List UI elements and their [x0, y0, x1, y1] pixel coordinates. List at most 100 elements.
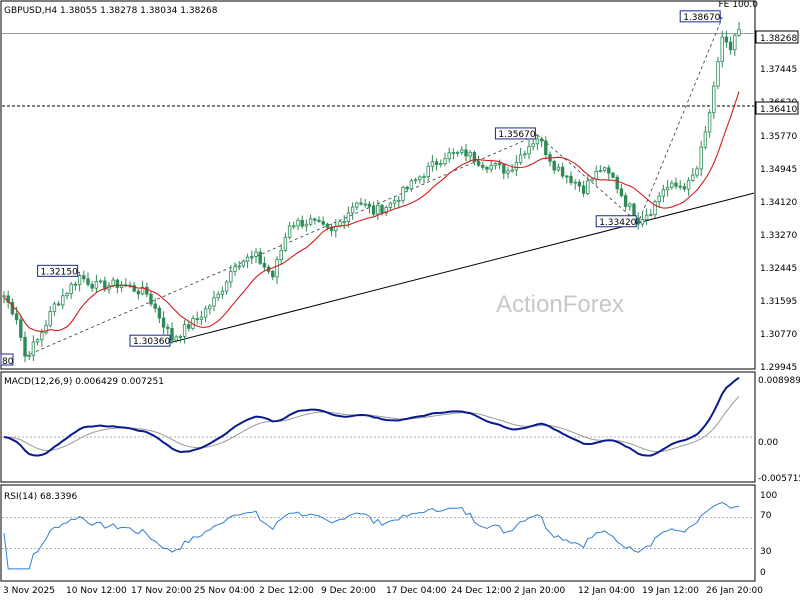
candle: [149, 291, 153, 307]
candle: [699, 140, 703, 177]
candle: [376, 199, 380, 220]
candle: [611, 171, 615, 179]
candle: [569, 171, 573, 186]
candle: [447, 147, 451, 163]
candle: [153, 298, 157, 313]
candle: [287, 221, 292, 240]
annotation-label: 1.30360: [133, 337, 170, 347]
macd-y-axis: 0.008989 0.00 -0.005715: [758, 376, 800, 484]
candle: [321, 216, 325, 227]
candle: [350, 202, 355, 220]
candle: [31, 335, 36, 361]
candle: [405, 185, 409, 191]
candle: [98, 279, 103, 284]
candle: [460, 146, 464, 156]
candle: [355, 201, 359, 211]
candle: [115, 278, 120, 294]
candle: [573, 179, 577, 190]
candle: [430, 155, 435, 172]
x-tick: 17 Dec 04:00: [386, 586, 447, 596]
candle: [224, 280, 229, 295]
x-tick: 25 Nov 04:00: [194, 586, 255, 596]
candle: [640, 212, 645, 228]
candle: [77, 272, 82, 292]
y-tick: 1.34945: [760, 165, 797, 175]
candle: [258, 248, 262, 266]
x-axis: 3 Nov 2025 10 Nov 12:00 17 Nov 20:00 25 …: [3, 586, 763, 596]
candle: [208, 304, 212, 315]
candle: [52, 301, 57, 316]
candle: [371, 201, 376, 217]
candle: [464, 143, 468, 162]
candle: [397, 195, 401, 208]
candle: [48, 306, 52, 328]
rsi-line: [3, 501, 740, 570]
macd-line: [3, 376, 740, 457]
candle: [674, 177, 678, 190]
candle: [44, 319, 48, 335]
candle: [619, 183, 624, 198]
x-tick: 12 Jan 04:00: [578, 586, 635, 596]
candle: [292, 221, 296, 230]
rsi-panel: [2, 501, 754, 570]
x-tick: 2 Dec 12:00: [259, 586, 314, 596]
candle: [665, 180, 670, 197]
price-annotation: 1.30360: [129, 334, 172, 347]
price-chart-title: GBPUSD,H4 1.38055 1.38278 1.38034 1.3826…: [4, 6, 218, 16]
candle: [392, 196, 397, 208]
candle: [19, 314, 23, 341]
candle: [359, 197, 363, 206]
candle: [220, 286, 225, 299]
candle: [661, 184, 666, 203]
candle: [241, 259, 246, 269]
candle: [296, 217, 300, 231]
candle: [317, 216, 321, 223]
candle: [653, 199, 657, 218]
candle: [502, 163, 506, 180]
candle: [275, 256, 279, 285]
candle: [170, 322, 174, 344]
candle: [527, 139, 531, 160]
candle: [657, 191, 661, 208]
x-tick: 10 Nov 12:00: [66, 586, 127, 596]
candle: [73, 281, 78, 291]
candle: [35, 338, 40, 346]
candle: [607, 164, 611, 181]
candle: [136, 289, 141, 300]
candle: [556, 163, 561, 172]
candle: [644, 208, 649, 225]
candle: [560, 162, 565, 179]
x-tick: 9 Dec 20:00: [321, 586, 376, 596]
candle: [678, 180, 682, 190]
candle: [485, 166, 489, 174]
candle: [565, 174, 569, 184]
y-tick: 1.31595: [760, 297, 797, 307]
candle: [187, 321, 191, 332]
candle: [161, 311, 166, 335]
candle: [2, 291, 6, 304]
hline-price-tag-box: [755, 101, 799, 115]
candle: [86, 272, 90, 287]
candle: [199, 311, 204, 326]
candle: [724, 30, 729, 48]
candle: [6, 290, 10, 309]
last-price-tag-box: [755, 30, 799, 44]
candle: [229, 265, 233, 288]
candle: [342, 215, 346, 230]
x-tick: 2 Jan 20:00: [514, 586, 566, 596]
candle: [166, 323, 170, 336]
candle: [384, 205, 388, 217]
candle: [61, 288, 65, 310]
candle: [178, 334, 183, 343]
candle: [581, 180, 586, 198]
candle: [695, 165, 699, 179]
candle: [308, 214, 313, 227]
annotation-label: 1.35670: [498, 130, 535, 140]
candle: [476, 155, 481, 167]
candle: [283, 232, 288, 252]
price-annotation: 1.32150: [37, 264, 80, 277]
candle: [489, 159, 493, 173]
price-annotation: 1.38670: [679, 10, 723, 23]
candle: [346, 206, 351, 228]
